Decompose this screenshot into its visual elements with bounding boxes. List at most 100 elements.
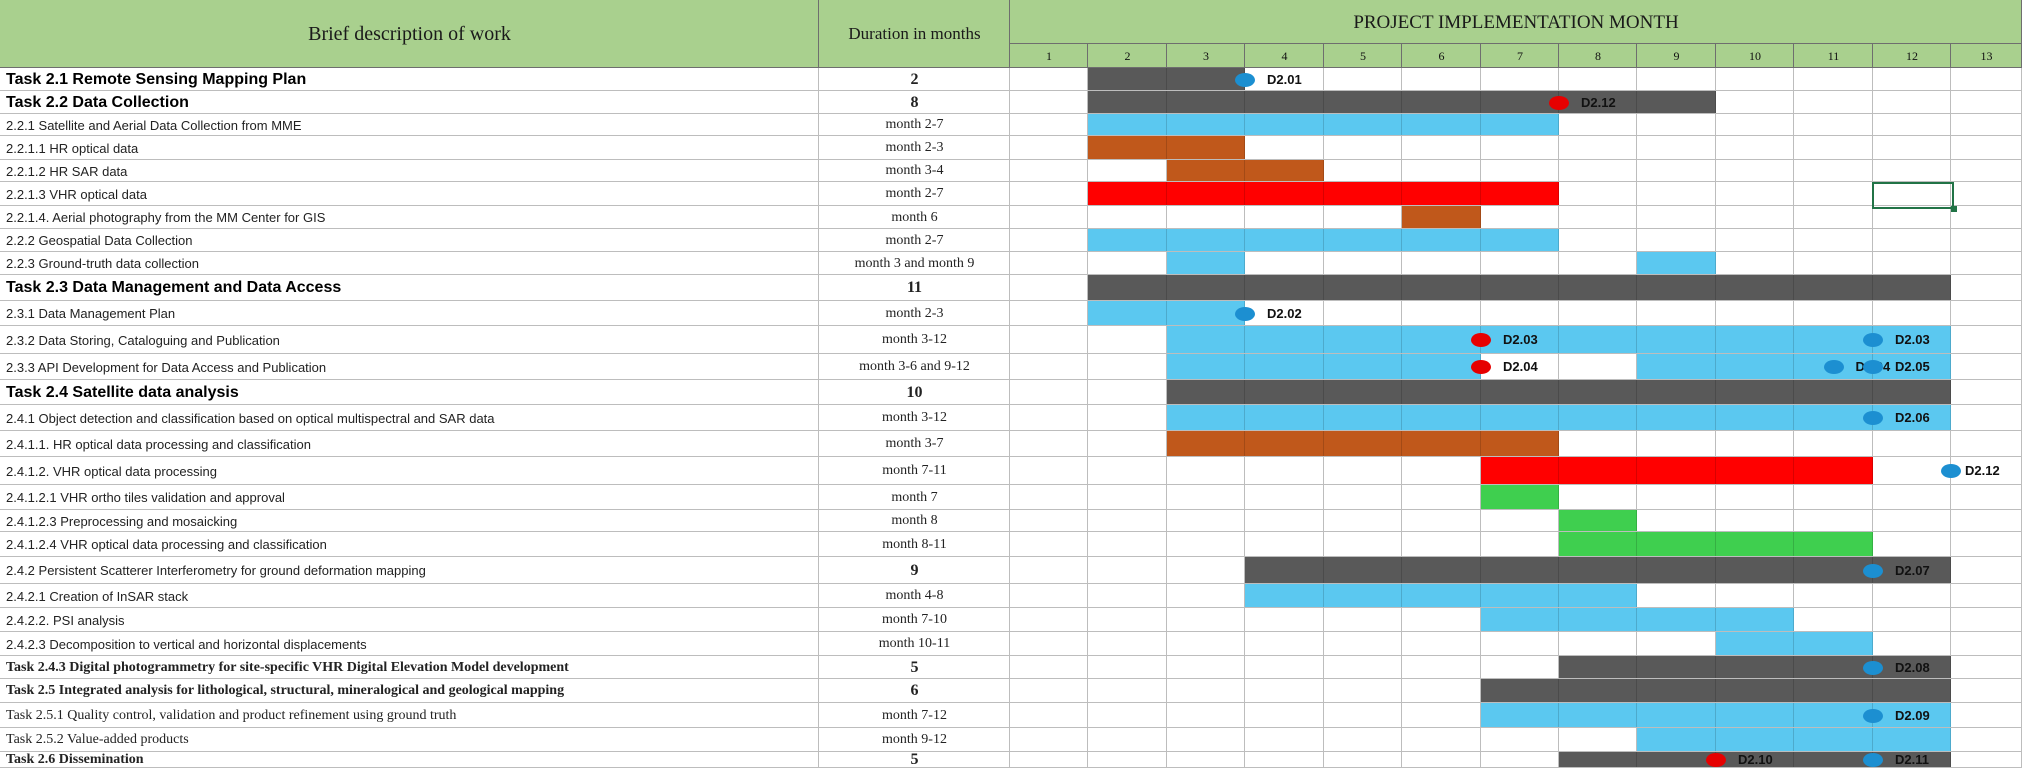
month-cell[interactable] — [1010, 182, 1088, 206]
description-cell[interactable] — [0, 679, 819, 703]
month-cell[interactable] — [1951, 728, 2022, 752]
description-cell[interactable] — [0, 229, 819, 252]
month-cell[interactable] — [1010, 485, 1088, 510]
month-cell[interactable] — [1951, 380, 2022, 405]
month-cell[interactable] — [1794, 252, 1873, 275]
month-cell[interactable] — [1873, 91, 1951, 114]
month-cell[interactable] — [1245, 752, 1324, 768]
month-cell[interactable] — [1951, 584, 2022, 608]
description-header-cell[interactable] — [0, 0, 819, 68]
month-cell[interactable] — [1245, 206, 1324, 229]
month-cell[interactable] — [1873, 532, 1951, 557]
month-cell[interactable] — [1873, 136, 1951, 160]
month-cell[interactable] — [1167, 584, 1245, 608]
month-cell[interactable] — [1010, 354, 1088, 380]
month-header-cell[interactable] — [1402, 44, 1481, 68]
description-cell[interactable] — [0, 136, 819, 160]
month-cell[interactable] — [1167, 532, 1245, 557]
month-cell[interactable] — [1873, 114, 1951, 136]
month-cell[interactable] — [1402, 728, 1481, 752]
month-cell[interactable] — [1010, 275, 1088, 301]
month-cell[interactable] — [1324, 252, 1402, 275]
month-cell[interactable] — [1010, 584, 1088, 608]
month-cell[interactable] — [1794, 91, 1873, 114]
month-cell[interactable] — [1481, 728, 1559, 752]
month-cell[interactable] — [1637, 584, 1716, 608]
month-cell[interactable] — [1245, 252, 1324, 275]
month-cell[interactable] — [1010, 206, 1088, 229]
month-cell[interactable] — [1088, 457, 1167, 485]
month-cell[interactable] — [1167, 485, 1245, 510]
duration-cell[interactable] — [819, 405, 1010, 431]
month-cell[interactable] — [1716, 229, 1794, 252]
month-cell[interactable] — [1481, 354, 1559, 380]
month-cell[interactable] — [1873, 510, 1951, 532]
description-cell[interactable] — [0, 252, 819, 275]
month-cell[interactable] — [1637, 301, 1716, 326]
month-cell[interactable] — [1794, 510, 1873, 532]
month-cell[interactable] — [1873, 485, 1951, 510]
month-cell[interactable] — [1010, 68, 1088, 91]
duration-cell[interactable] — [819, 457, 1010, 485]
month-cell[interactable] — [1873, 160, 1951, 182]
month-cell[interactable] — [1088, 752, 1167, 768]
month-cell[interactable] — [1324, 532, 1402, 557]
month-cell[interactable] — [1559, 632, 1637, 656]
month-cell[interactable] — [1010, 752, 1088, 768]
month-cell[interactable] — [1951, 752, 2022, 768]
month-cell[interactable] — [1088, 703, 1167, 728]
description-cell[interactable] — [0, 68, 819, 91]
month-cell[interactable] — [1167, 752, 1245, 768]
description-cell[interactable] — [0, 405, 819, 431]
month-cell[interactable] — [1716, 301, 1794, 326]
month-cell[interactable] — [1951, 252, 2022, 275]
month-cell[interactable] — [1951, 160, 2022, 182]
month-cell[interactable] — [1088, 532, 1167, 557]
month-cell[interactable] — [1481, 136, 1559, 160]
month-cell[interactable] — [1010, 532, 1088, 557]
duration-cell[interactable] — [819, 301, 1010, 326]
month-cell[interactable] — [1088, 354, 1167, 380]
month-cell[interactable] — [1481, 252, 1559, 275]
duration-cell[interactable] — [819, 68, 1010, 91]
duration-cell[interactable] — [819, 326, 1010, 354]
month-cell[interactable] — [1167, 510, 1245, 532]
duration-cell[interactable] — [819, 206, 1010, 229]
month-cell[interactable] — [1010, 431, 1088, 457]
month-cell[interactable] — [1637, 160, 1716, 182]
month-cell[interactable] — [1481, 68, 1559, 91]
month-cell[interactable] — [1010, 608, 1088, 632]
month-cell[interactable] — [1245, 703, 1324, 728]
month-cell[interactable] — [1716, 91, 1794, 114]
month-cell[interactable] — [1873, 252, 1951, 275]
month-cell[interactable] — [1794, 114, 1873, 136]
duration-cell[interactable] — [819, 252, 1010, 275]
month-cell[interactable] — [1481, 532, 1559, 557]
month-header-cell[interactable] — [1559, 44, 1637, 68]
month-cell[interactable] — [1873, 584, 1951, 608]
month-cell[interactable] — [1088, 728, 1167, 752]
month-cell[interactable] — [1324, 485, 1402, 510]
month-cell[interactable] — [1481, 752, 1559, 768]
month-header-cell[interactable] — [1716, 44, 1794, 68]
month-cell[interactable] — [1402, 703, 1481, 728]
description-cell[interactable] — [0, 380, 819, 405]
month-cell[interactable] — [1794, 160, 1873, 182]
month-cell[interactable] — [1951, 632, 2022, 656]
month-cell[interactable] — [1873, 632, 1951, 656]
month-cell[interactable] — [1324, 206, 1402, 229]
month-cell[interactable] — [1324, 510, 1402, 532]
duration-cell[interactable] — [819, 160, 1010, 182]
month-cell[interactable] — [1481, 160, 1559, 182]
month-cell[interactable] — [1794, 485, 1873, 510]
duration-cell[interactable] — [819, 656, 1010, 679]
description-cell[interactable] — [0, 91, 819, 114]
month-cell[interactable] — [1716, 182, 1794, 206]
month-cell[interactable] — [1088, 160, 1167, 182]
month-cell[interactable] — [1951, 326, 2022, 354]
month-cell[interactable] — [1402, 752, 1481, 768]
month-cell[interactable] — [1873, 431, 1951, 457]
month-cell[interactable] — [1481, 656, 1559, 679]
month-cell[interactable] — [1402, 608, 1481, 632]
month-cell[interactable] — [1637, 68, 1716, 91]
